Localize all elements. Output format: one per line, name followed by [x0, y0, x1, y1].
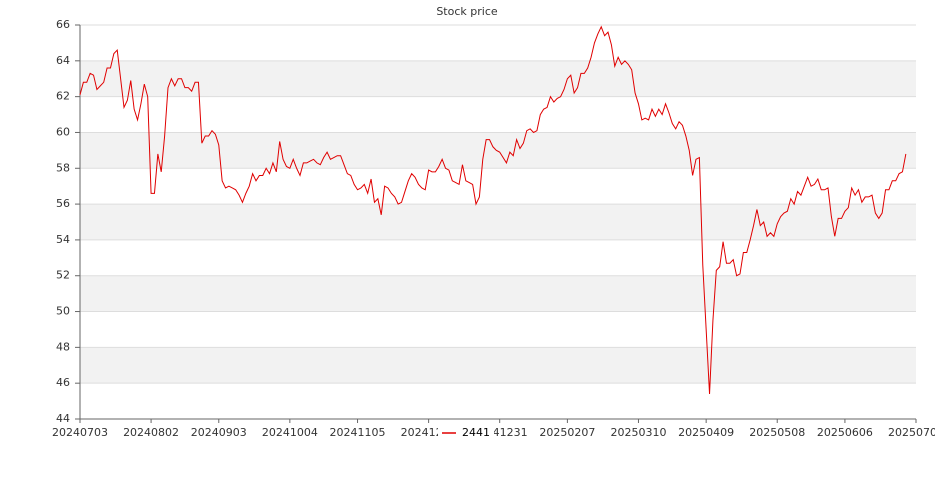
y-tick-label: 54	[56, 233, 70, 246]
y-tick-label: 62	[56, 90, 70, 103]
chart-title: Stock price	[436, 5, 498, 18]
legend-label: 2441	[462, 426, 490, 439]
x-tick-label: 20250704	[888, 426, 935, 439]
y-tick-label: 66	[56, 18, 70, 31]
y-tick-label: 64	[56, 54, 70, 67]
x-tick-label: 20240802	[123, 426, 179, 439]
grid-band	[80, 347, 916, 384]
y-tick-label: 44	[56, 412, 70, 425]
x-tick-label: 20250310	[610, 426, 666, 439]
grid-band	[80, 204, 916, 240]
legend-box	[438, 424, 494, 442]
x-tick-label: 20250508	[749, 426, 805, 439]
grid-band	[80, 132, 916, 169]
x-tick-label: 20250606	[817, 426, 873, 439]
x-tick-label: 20240703	[52, 426, 108, 439]
x-tick-label: 20250207	[539, 426, 595, 439]
y-tick-label: 58	[56, 161, 70, 174]
y-tick-label: 52	[56, 269, 70, 282]
x-tick-label: 20241105	[330, 426, 386, 439]
y-tick-label: 48	[56, 340, 70, 353]
x-tick-label: 20241004	[262, 426, 318, 439]
grid-band	[80, 60, 916, 97]
y-tick-label: 60	[56, 125, 70, 138]
y-tick-label: 50	[56, 305, 70, 318]
y-tick-label: 46	[56, 376, 70, 389]
y-tick-label: 56	[56, 197, 70, 210]
grid-band	[80, 275, 916, 312]
x-tick-label: 20240903	[191, 426, 247, 439]
line-series	[79, 25, 907, 394]
x-tick-label: 20250409	[678, 426, 734, 439]
